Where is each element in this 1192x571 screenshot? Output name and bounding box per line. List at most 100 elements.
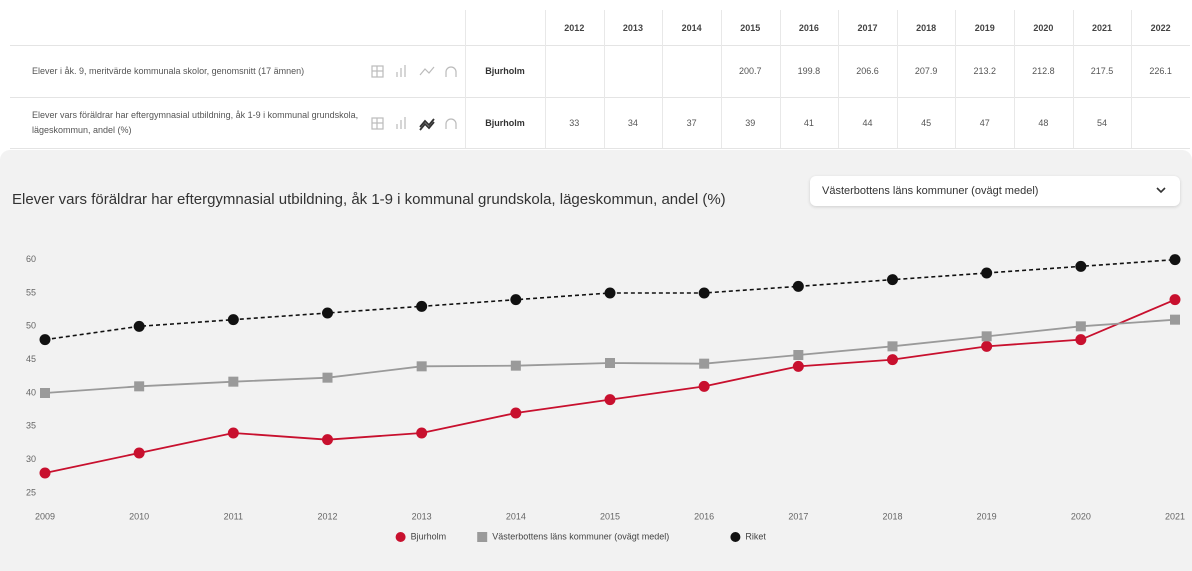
- point: [605, 358, 615, 368]
- value-cell: 54: [1097, 117, 1108, 128]
- x-tick-label: 2021: [1165, 511, 1185, 521]
- col-divider: [662, 10, 664, 148]
- year-header: 2017: [857, 22, 878, 33]
- col-divider: [1131, 10, 1133, 148]
- point: [792, 280, 804, 292]
- year-header: 2022: [1150, 22, 1171, 33]
- y-tick-label: 45: [26, 354, 36, 364]
- legend-swatch: [395, 532, 406, 542]
- col-divider: [955, 10, 957, 148]
- col-divider: [465, 10, 466, 148]
- year-header: 2019: [974, 22, 995, 33]
- y-tick-label: 50: [26, 321, 36, 331]
- col-divider: [720, 10, 722, 148]
- point: [510, 407, 522, 419]
- point: [887, 274, 898, 286]
- value-cell: 44: [862, 117, 873, 128]
- legend-swatch: [477, 532, 488, 542]
- data-table: 2012 2013 2014 2015 2016 2017 2018 2019 2020 2021…: [0, 0, 1192, 150]
- value-cell: 226.1: [1149, 66, 1172, 76]
- value-cell: 206.6: [856, 66, 879, 76]
- value-cell: 212.8: [1032, 66, 1055, 76]
- value-cell: 217.5: [1090, 66, 1114, 76]
- series-line: [44, 258, 1176, 341]
- point: [227, 314, 239, 326]
- x-tick-label: 2012: [317, 511, 337, 521]
- x-tick-label: 2014: [506, 511, 526, 521]
- point: [39, 467, 51, 479]
- point: [1075, 321, 1086, 332]
- point: [416, 361, 427, 372]
- municipality: Bjurholm: [485, 117, 525, 128]
- point: [510, 360, 521, 371]
- y-tick-label: 30: [26, 454, 36, 464]
- year-header: 2018: [916, 22, 937, 33]
- x-tick-label: 2009: [35, 511, 55, 521]
- point: [604, 394, 616, 406]
- dropdown-text: Västerbottens läns kommuner (ovägt medel…: [822, 185, 1039, 197]
- x-tick-label: 2015: [600, 511, 620, 521]
- chart-type-icons[interactable]: [370, 115, 460, 131]
- point: [133, 447, 145, 459]
- point: [981, 331, 992, 342]
- value-cell: 41: [803, 117, 814, 128]
- point: [416, 427, 428, 439]
- col-divider: [838, 10, 840, 148]
- legend-label: Riket: [745, 531, 766, 541]
- point: [981, 267, 993, 279]
- point: [604, 287, 616, 299]
- point: [510, 294, 522, 306]
- icon-group: [370, 63, 460, 84]
- year-header: 2013: [622, 22, 643, 33]
- x-tick-label: 2019: [977, 511, 997, 521]
- chart-title: Elever vars föräldrar har eftergymnasial…: [12, 191, 726, 208]
- value-cell: 207.9: [914, 66, 938, 76]
- point: [887, 354, 898, 366]
- point: [1170, 314, 1180, 325]
- y-tick-label: 25: [26, 487, 36, 497]
- value-cell: 47: [979, 117, 990, 128]
- point: [133, 320, 145, 332]
- series-line: [44, 318, 1176, 394]
- y-tick-label: 60: [26, 254, 36, 264]
- row-label: Elever vars föräldrar har eftergymnasial…: [32, 109, 359, 135]
- x-tick-label: 2020: [1071, 511, 1091, 521]
- row-divider: [10, 45, 1190, 46]
- point: [416, 300, 428, 312]
- x-tick-label: 2010: [129, 511, 149, 521]
- x-tick-label: 2011: [224, 511, 243, 521]
- point: [981, 340, 993, 352]
- value-cell: 199.8: [797, 66, 821, 76]
- year-header: 2020: [1033, 22, 1054, 33]
- region-dropdown[interactable]: Västerbottens läns kommuner (ovägt medel…: [810, 176, 1180, 206]
- row-divider: [10, 148, 1190, 149]
- municipality: Bjurholm: [485, 66, 525, 76]
- col-divider: [896, 10, 898, 148]
- point: [322, 372, 333, 383]
- value-cell: 45: [921, 117, 932, 128]
- point: [134, 381, 145, 392]
- row-divider: [10, 97, 1190, 98]
- series-line: [44, 298, 1176, 474]
- col-divider: [1072, 10, 1074, 148]
- x-tick-label: 2016: [694, 511, 714, 521]
- legend-label: Bjurholm: [411, 531, 447, 541]
- point: [1075, 260, 1087, 272]
- value-cell: 213.2: [973, 66, 997, 76]
- legend-label: Västerbottens läns kommuner (ovägt medel…: [492, 531, 669, 541]
- chart-type-icons[interactable]: [370, 63, 460, 79]
- value-cell: 200.7: [738, 66, 762, 76]
- point: [39, 334, 51, 346]
- y-tick-label: 35: [26, 421, 36, 431]
- point: [227, 427, 239, 439]
- year-header: 2016: [798, 22, 819, 33]
- y-tick-label: 55: [26, 287, 36, 297]
- point: [322, 434, 333, 446]
- point: [792, 360, 804, 372]
- icon-group: [370, 115, 460, 136]
- dropdown-chevron: [1156, 187, 1166, 194]
- x-tick-label: 2018: [882, 511, 902, 521]
- col-divider: [1014, 10, 1016, 148]
- col-divider: [545, 10, 546, 148]
- col-divider: [779, 10, 781, 148]
